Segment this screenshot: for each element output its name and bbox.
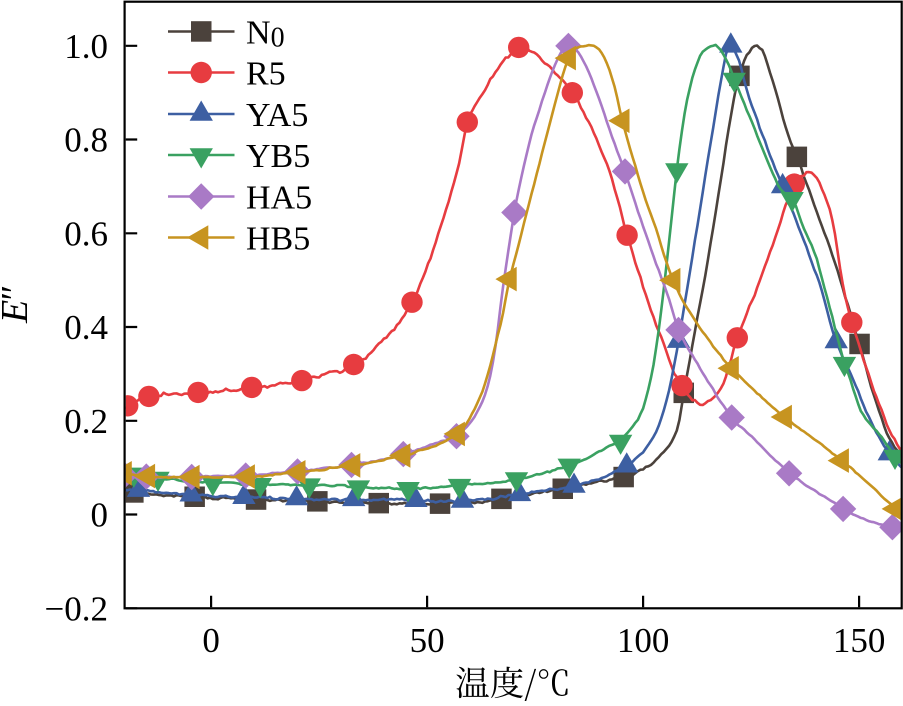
svg-text:YA5: YA5 [246, 97, 308, 134]
svg-text:1.0: 1.0 [64, 27, 108, 66]
svg-text:YB5: YB5 [246, 138, 310, 175]
svg-text:0.4: 0.4 [64, 308, 108, 347]
svg-text:HA5: HA5 [246, 180, 312, 217]
svg-text:0: 0 [202, 621, 220, 660]
svg-text:0.8: 0.8 [64, 121, 108, 160]
svg-text:150: 150 [833, 621, 886, 660]
svg-text:50: 50 [410, 621, 445, 660]
svg-text:100: 100 [617, 621, 670, 660]
svg-text:0: 0 [91, 496, 109, 535]
svg-text:0.6: 0.6 [64, 214, 108, 253]
svg-text:−0.2: −0.2 [45, 589, 109, 628]
svg-text:E″: E″ [0, 286, 36, 324]
svg-text:R5: R5 [246, 56, 286, 93]
svg-text:HB5: HB5 [246, 221, 310, 258]
svg-text:0.2: 0.2 [64, 402, 108, 441]
